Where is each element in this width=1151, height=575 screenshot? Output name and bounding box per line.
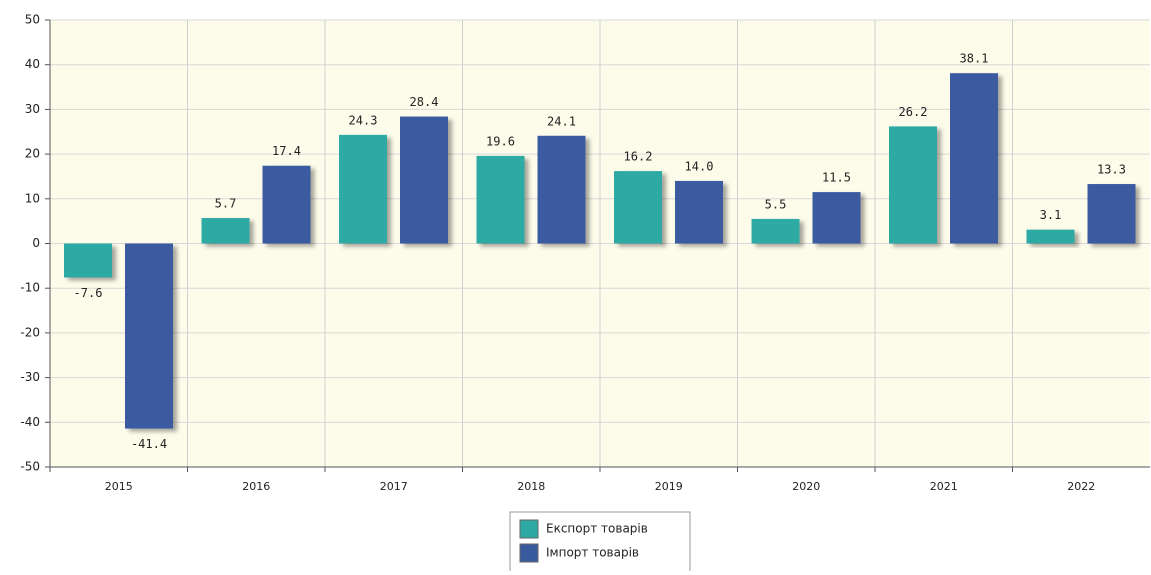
value-label: 11.5: [822, 171, 851, 185]
x-tick-label: 2015: [105, 480, 133, 493]
value-label: 26.2: [899, 105, 928, 119]
x-tick-label: 2019: [655, 480, 683, 493]
value-label: 5.5: [765, 197, 787, 211]
bar: [889, 126, 937, 244]
y-tick-label: 50: [25, 13, 40, 27]
value-label: 28.4: [410, 95, 439, 109]
legend-swatch: [519, 543, 539, 563]
value-label: 3.1: [1040, 208, 1062, 222]
x-tick-label: 2020: [792, 480, 820, 493]
y-tick-label: -30: [20, 370, 40, 384]
legend-label: Імпорт товарів: [546, 546, 639, 560]
y-tick-label: 20: [25, 147, 40, 161]
x-tick-label: 2018: [517, 480, 545, 493]
value-label: 24.3: [349, 113, 378, 127]
x-tick-label: 2017: [380, 480, 408, 493]
value-label: 17.4: [272, 144, 301, 158]
x-tick-label: 2021: [930, 480, 958, 493]
bar: [262, 165, 311, 244]
y-tick-label: -50: [20, 460, 40, 474]
bar: [751, 218, 800, 244]
y-tick-label: 0: [32, 236, 40, 250]
y-tick-label: 10: [25, 191, 40, 205]
bar: [476, 155, 525, 244]
bar: [339, 134, 387, 244]
bar: [950, 73, 998, 244]
value-label: 13.3: [1097, 163, 1126, 177]
legend-label: Експорт товарів: [546, 522, 648, 536]
bar: [64, 243, 112, 278]
y-tick-label: 30: [25, 102, 40, 116]
value-label: -7.6: [74, 286, 103, 300]
bar: [675, 180, 723, 244]
value-label: 16.2: [624, 150, 653, 164]
bar: [812, 192, 861, 244]
y-tick-label: -10: [20, 281, 40, 295]
value-label: -41.4: [131, 437, 167, 451]
bar: [400, 116, 448, 244]
bar: [201, 218, 250, 244]
y-tick-label: 40: [25, 57, 40, 71]
x-tick-label: 2016: [242, 480, 270, 493]
bar: [1026, 229, 1075, 244]
bar: [537, 135, 586, 244]
value-label: 5.7: [215, 197, 237, 211]
value-label: 38.1: [960, 52, 989, 66]
bar: [125, 243, 173, 429]
y-tick-label: -40: [20, 415, 40, 429]
legend-swatch: [519, 519, 539, 539]
bar: [614, 171, 662, 244]
value-label: 19.6: [486, 134, 515, 148]
value-label: 14.0: [685, 159, 714, 173]
y-tick-label: -20: [20, 325, 40, 339]
legend-box: [509, 511, 691, 573]
x-tick-label: 2022: [1067, 480, 1095, 493]
bar: [1087, 184, 1136, 244]
value-label: 24.1: [547, 114, 576, 128]
